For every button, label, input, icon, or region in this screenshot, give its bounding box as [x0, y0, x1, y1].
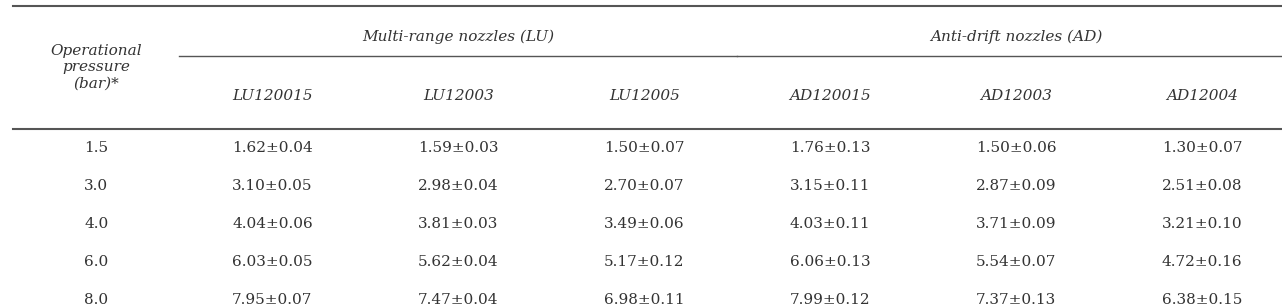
Text: 4.03±0.11: 4.03±0.11 [790, 217, 870, 231]
Text: AD12003: AD12003 [979, 88, 1053, 103]
Text: 1.50±0.07: 1.50±0.07 [604, 141, 685, 155]
Text: 1.59±0.03: 1.59±0.03 [418, 141, 499, 155]
Text: 7.37±0.13: 7.37±0.13 [976, 293, 1056, 304]
Text: 3.21±0.10: 3.21±0.10 [1161, 217, 1242, 231]
Text: Anti-drift nozzles (AD): Anti-drift nozzles (AD) [929, 29, 1103, 44]
Text: 4.04±0.06: 4.04±0.06 [232, 217, 313, 231]
Text: 1.5: 1.5 [85, 141, 108, 155]
Text: 1.30±0.07: 1.30±0.07 [1161, 141, 1242, 155]
Text: 1.62±0.04: 1.62±0.04 [232, 141, 313, 155]
Text: Operational
pressure
(bar)*: Operational pressure (bar)* [50, 44, 142, 91]
Text: 6.03±0.05: 6.03±0.05 [232, 255, 313, 269]
Text: 5.54±0.07: 5.54±0.07 [976, 255, 1056, 269]
Text: LU12003: LU12003 [423, 88, 494, 103]
Text: 3.49±0.06: 3.49±0.06 [604, 217, 685, 231]
Text: 6.98±0.11: 6.98±0.11 [604, 293, 685, 304]
Text: 6.0: 6.0 [85, 255, 108, 269]
Text: 3.10±0.05: 3.10±0.05 [232, 179, 313, 193]
Text: 2.51±0.08: 2.51±0.08 [1161, 179, 1242, 193]
Text: 1.76±0.13: 1.76±0.13 [790, 141, 870, 155]
Text: LU12005: LU12005 [609, 88, 679, 103]
Text: 3.0: 3.0 [85, 179, 108, 193]
Text: 3.15±0.11: 3.15±0.11 [790, 179, 870, 193]
Text: 6.06±0.13: 6.06±0.13 [790, 255, 870, 269]
Text: 7.99±0.12: 7.99±0.12 [790, 293, 870, 304]
Text: 2.98±0.04: 2.98±0.04 [418, 179, 499, 193]
Text: 8.0: 8.0 [85, 293, 108, 304]
Text: 4.72±0.16: 4.72±0.16 [1161, 255, 1242, 269]
Text: AD120015: AD120015 [790, 88, 870, 103]
Text: 1.50±0.06: 1.50±0.06 [976, 141, 1056, 155]
Text: 3.81±0.03: 3.81±0.03 [418, 217, 499, 231]
Text: 5.62±0.04: 5.62±0.04 [418, 255, 499, 269]
Text: 2.87±0.09: 2.87±0.09 [976, 179, 1056, 193]
Text: 2.70±0.07: 2.70±0.07 [604, 179, 685, 193]
Text: 4.0: 4.0 [85, 217, 108, 231]
Text: 7.95±0.07: 7.95±0.07 [232, 293, 313, 304]
Text: 5.17±0.12: 5.17±0.12 [604, 255, 685, 269]
Text: 7.47±0.04: 7.47±0.04 [418, 293, 499, 304]
Text: 6.38±0.15: 6.38±0.15 [1161, 293, 1242, 304]
Text: 3.71±0.09: 3.71±0.09 [976, 217, 1056, 231]
Text: AD12004: AD12004 [1165, 88, 1238, 103]
Text: Multi-range nozzles (LU): Multi-range nozzles (LU) [363, 29, 554, 44]
Text: LU120015: LU120015 [232, 88, 313, 103]
